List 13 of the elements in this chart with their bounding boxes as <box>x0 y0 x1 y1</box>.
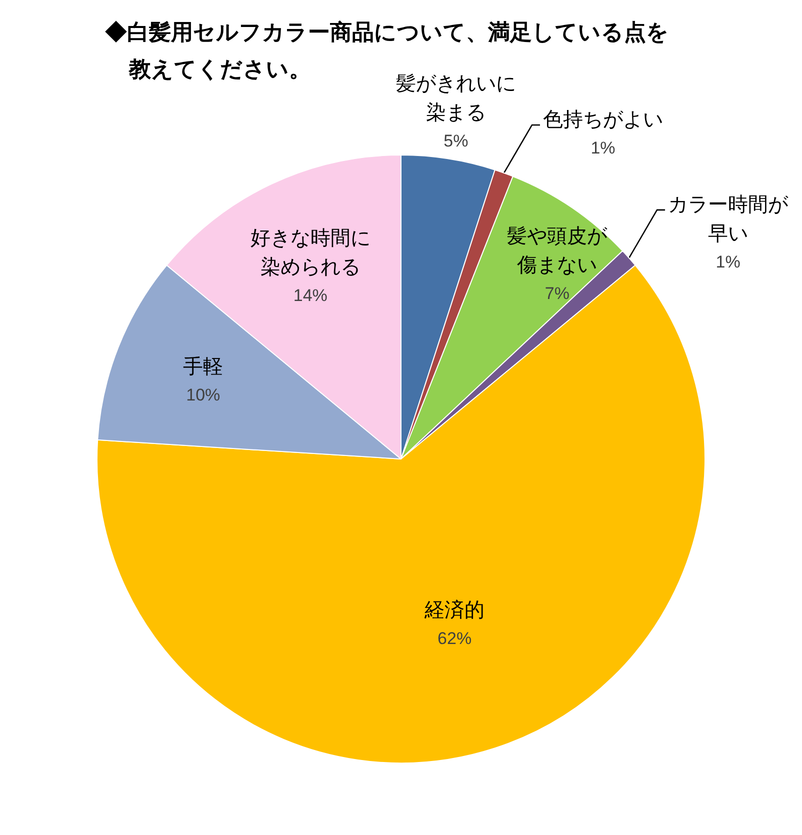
slice-label: 色持ちがよい <box>542 109 663 132</box>
slice-label: 手軽 <box>183 356 224 378</box>
data-label: 1% <box>716 252 740 272</box>
data-label: 1% <box>590 138 616 158</box>
data-label: 5% <box>444 132 468 151</box>
slice-label: カラー時間が早い <box>668 194 790 246</box>
slice-label: 髪や頭皮が傷まない <box>507 226 608 277</box>
data-label: 14% <box>293 286 328 305</box>
data-label: 62% <box>438 628 472 648</box>
slice-label: 経済的 <box>424 599 485 622</box>
slice-label: 好きな時間に染められる <box>250 227 370 278</box>
data-label: 7% <box>544 284 570 304</box>
data-label: 10% <box>186 386 220 405</box>
